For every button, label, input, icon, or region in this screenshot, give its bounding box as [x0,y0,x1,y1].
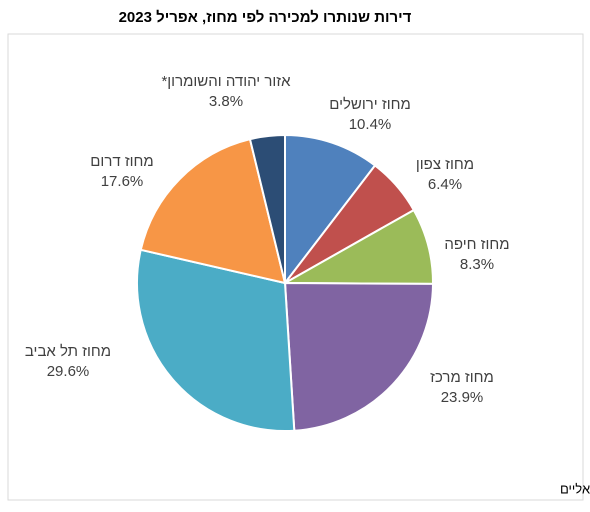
slice-label: מחוז תל אביב [25,343,111,360]
slice-label: מחוז מרכז [430,369,494,386]
value-label: 3.8% [209,93,243,110]
pie-slice [136,248,296,432]
chart-title: דירות שנותרו למכירה לפי מחוז, אפריל 2023 [119,9,412,26]
slice-label: מחוז חיפה [444,236,509,253]
value-label: 10.4% [349,116,392,133]
footnote: *יישובים ישראליים [560,481,590,496]
slice-label: מחוז ירושלים [329,96,411,113]
pie-slice [139,137,287,285]
slice-label: מחוז דרום [90,153,154,170]
slice-label: אזור יהודה והשומרון* [161,73,291,90]
value-label: 23.9% [441,389,484,406]
value-label: 17.6% [101,173,144,190]
slice-label: מחוז צפון [416,156,474,173]
value-label: 29.6% [47,363,90,380]
pie-slice [248,133,286,284]
pie-slice [283,281,435,432]
value-label: 6.4% [428,176,462,193]
pie-slice [284,133,377,286]
value-label: 8.3% [460,256,494,273]
